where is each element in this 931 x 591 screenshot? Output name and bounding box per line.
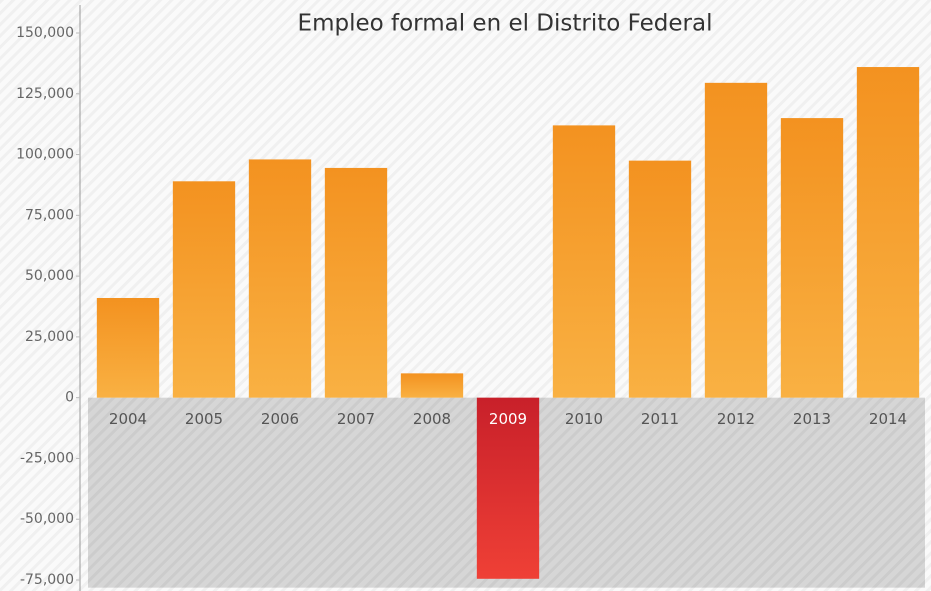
bar [856, 67, 920, 398]
y-tick-label: 0 [65, 390, 74, 406]
bar [476, 397, 540, 579]
y-tick-label: 50,000 [25, 268, 74, 284]
bar [172, 181, 236, 398]
bar [96, 297, 160, 398]
x-tick-label: 2007 [337, 410, 375, 428]
y-tick-label: 100,000 [16, 147, 74, 163]
x-tick-label: 2004 [109, 410, 147, 428]
bar [324, 167, 388, 398]
bar [628, 160, 692, 398]
chart-title: Empleo formal en el Distrito Federal [298, 11, 713, 37]
x-tick-label: 2009 [489, 410, 527, 428]
x-tick-label: 2006 [261, 410, 299, 428]
bar [780, 118, 844, 398]
y-tick-label: -25,000 [20, 450, 74, 466]
x-tick-label: 2011 [641, 410, 679, 428]
x-tick-label: 2005 [185, 410, 223, 428]
bar [248, 159, 312, 398]
x-tick-label: 2010 [565, 410, 603, 428]
x-tick-label: 2008 [413, 410, 451, 428]
x-tick-label: 2013 [793, 410, 831, 428]
bar [400, 373, 464, 398]
y-tick-label: 125,000 [16, 86, 74, 102]
bar [704, 82, 768, 398]
x-tick-label: 2014 [869, 410, 907, 428]
y-tick-label: 75,000 [25, 207, 74, 223]
y-tick-label: 150,000 [16, 25, 74, 41]
y-tick-label: -50,000 [20, 511, 74, 527]
y-tick-label: -75,000 [20, 572, 74, 588]
bar [552, 125, 616, 398]
x-tick-label: 2012 [717, 410, 755, 428]
y-tick-label: 25,000 [25, 329, 74, 345]
